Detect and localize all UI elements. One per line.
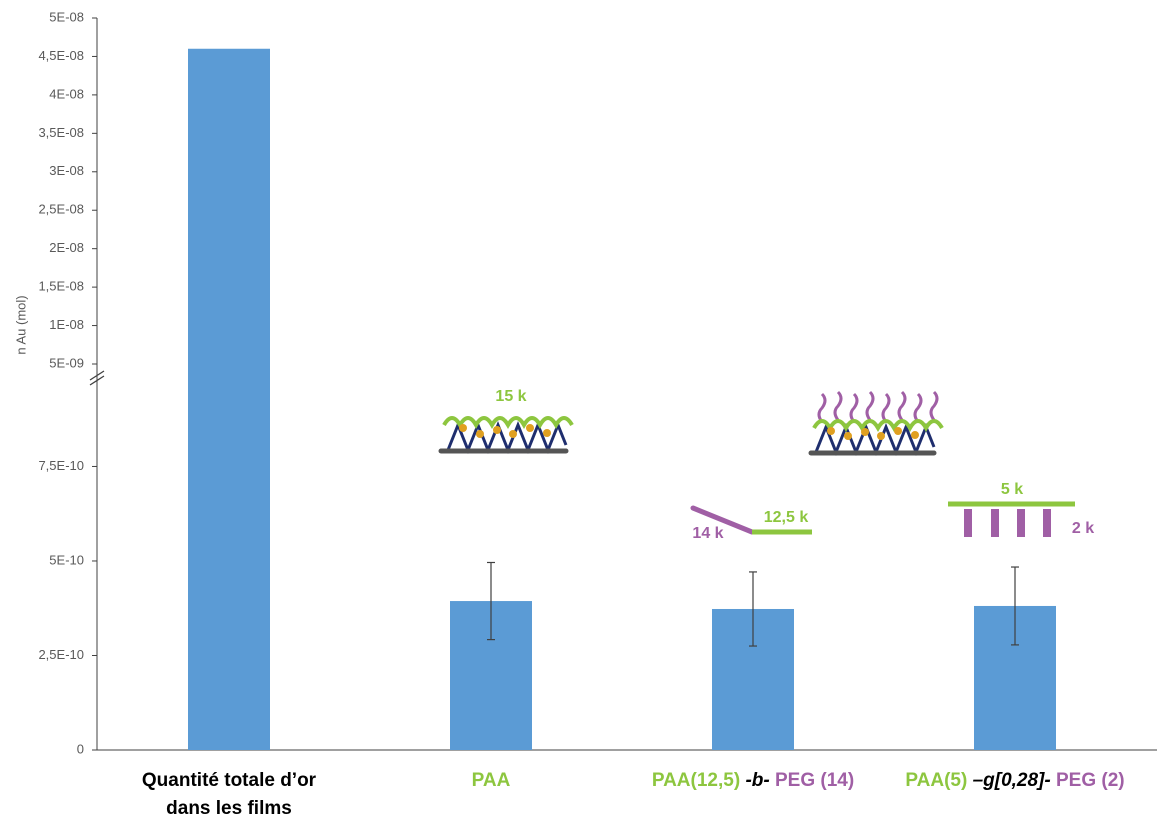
x-tick-label: PAA <box>472 770 511 791</box>
block-copolymer-diagram <box>690 505 812 535</box>
x-tick-label: PAA(12,5) -b- PEG (14) <box>652 770 854 791</box>
peg-film-diagram <box>808 390 944 457</box>
axis-break <box>89 370 105 386</box>
label-part: dans les films <box>166 798 292 818</box>
label-part: PAA(12,5) <box>652 770 746 791</box>
annotation: 14 k <box>692 525 723 542</box>
label-part: -b- <box>745 770 775 791</box>
y-tick-label: 5E-10 <box>49 552 84 567</box>
y-tick-label: 0 <box>77 741 84 756</box>
y-tick-label: 5E-08 <box>49 9 84 24</box>
y-tick-label: 3E-08 <box>49 163 84 178</box>
x-tick-label: PAA(5) –g[0,28]- PEG (2) <box>905 770 1124 791</box>
label-part: –g[0,28]- <box>973 770 1056 791</box>
y-tick-label: 2,5E-08 <box>38 202 84 217</box>
error-bar <box>487 561 495 641</box>
x-tick-label: dans les films <box>166 798 292 818</box>
y-tick-label: 1E-08 <box>49 317 84 332</box>
graft-copolymer-diagram <box>948 501 1075 537</box>
y-tick-label: 4,5E-08 <box>38 48 84 63</box>
label-part: PEG (14) <box>775 770 854 791</box>
label-part: Quantité totale d’or <box>142 770 317 791</box>
error-bar <box>1011 566 1019 646</box>
annotation: 12,5 k <box>764 509 809 526</box>
annotation: 2 k <box>1072 520 1094 537</box>
y-tick-label: 2,5E-10 <box>38 647 84 662</box>
label-part: PAA(5) <box>905 770 972 791</box>
label-part: PEG (2) <box>1056 770 1125 791</box>
paa-film-diagram <box>438 416 574 455</box>
label-part: PAA <box>472 770 511 791</box>
annotation: 5 k <box>1001 481 1023 498</box>
y-tick-label: 2E-08 <box>49 240 84 255</box>
y-tick-label: 7,5E-10 <box>38 458 84 473</box>
y-tick-label: 1,5E-08 <box>38 279 84 294</box>
y-tick-label: 4E-08 <box>49 86 84 101</box>
y-tick-label: 5E-09 <box>49 355 84 370</box>
x-tick-label: Quantité totale d’or <box>142 770 317 791</box>
annotation: 15 k <box>495 388 526 405</box>
bar <box>188 48 270 750</box>
error-bar <box>749 571 757 647</box>
y-axis-label: n Au (mol) <box>13 295 28 354</box>
y-tick-label: 3,5E-08 <box>38 125 84 140</box>
